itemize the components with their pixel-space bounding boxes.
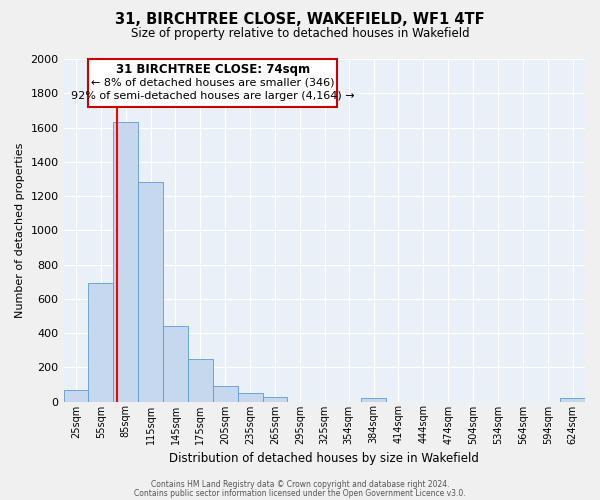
Bar: [88, 284, 113, 402]
Bar: [163, 326, 188, 402]
Text: 31, BIRCHTREE CLOSE, WAKEFIELD, WF1 4TF: 31, BIRCHTREE CLOSE, WAKEFIELD, WF1 4TF: [115, 12, 485, 28]
Bar: [113, 122, 138, 402]
Bar: [64, 390, 88, 402]
Text: 92% of semi-detached houses are larger (4,164) →: 92% of semi-detached houses are larger (…: [71, 92, 355, 102]
Bar: [188, 358, 213, 402]
Bar: [238, 393, 263, 402]
Bar: [213, 386, 238, 402]
Text: 31 BIRCHTREE CLOSE: 74sqm: 31 BIRCHTREE CLOSE: 74sqm: [116, 63, 310, 76]
Text: ← 8% of detached houses are smaller (346): ← 8% of detached houses are smaller (346…: [91, 78, 335, 88]
Bar: [263, 396, 287, 402]
Y-axis label: Number of detached properties: Number of detached properties: [15, 142, 25, 318]
Text: Contains HM Land Registry data © Crown copyright and database right 2024.: Contains HM Land Registry data © Crown c…: [151, 480, 449, 489]
Bar: [138, 182, 163, 402]
X-axis label: Distribution of detached houses by size in Wakefield: Distribution of detached houses by size …: [169, 452, 479, 465]
Text: Size of property relative to detached houses in Wakefield: Size of property relative to detached ho…: [131, 28, 469, 40]
Text: Contains public sector information licensed under the Open Government Licence v3: Contains public sector information licen…: [134, 488, 466, 498]
Bar: [560, 398, 585, 402]
Bar: [361, 398, 386, 402]
